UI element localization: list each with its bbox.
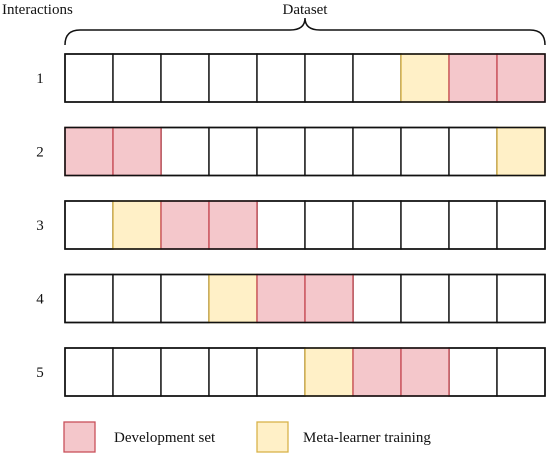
development-cell <box>448 53 498 103</box>
row-label: 1 <box>36 71 44 87</box>
development-swatch <box>63 421 96 453</box>
row-outline <box>64 273 546 324</box>
fold-row: 3 <box>36 200 546 250</box>
fold-cell <box>160 347 210 397</box>
development-cell <box>496 53 546 103</box>
interactions-header: Interactions <box>2 2 73 18</box>
meta-learner-cell <box>400 53 450 103</box>
fold-cell <box>256 200 306 250</box>
development-cell <box>304 273 354 324</box>
fold-cell <box>208 347 258 397</box>
fold-cell <box>208 126 258 177</box>
fold-cell <box>304 200 354 250</box>
fold-cell <box>352 126 402 177</box>
fold-cell <box>64 200 114 250</box>
fold-cell <box>64 273 114 324</box>
row-label: 3 <box>36 218 44 234</box>
fold-cell <box>64 53 114 103</box>
fold-cell <box>304 126 354 177</box>
development-cell <box>64 126 114 177</box>
meta-learner-cell <box>304 347 354 397</box>
fold-cell <box>256 53 306 103</box>
row-outline <box>64 53 546 103</box>
fold-cell <box>112 347 162 397</box>
fold-row: 1 <box>36 53 546 103</box>
fold-cell <box>160 53 210 103</box>
fold-cell <box>352 53 402 103</box>
fold-cell <box>256 347 306 397</box>
row-label: 2 <box>36 145 44 161</box>
legend: Development set Meta-learner training <box>63 421 431 453</box>
fold-cell <box>352 200 402 250</box>
fold-cell <box>448 126 498 177</box>
fold-cell <box>496 273 546 324</box>
row-outline <box>64 200 546 250</box>
fold-cell <box>496 200 546 250</box>
fold-row: 5 <box>36 347 546 397</box>
fold-cell <box>304 53 354 103</box>
development-cell <box>112 126 162 177</box>
meta-learner-cell <box>496 126 546 177</box>
development-cell <box>352 347 402 397</box>
meta-learner-swatch <box>256 421 289 453</box>
fold-cell <box>160 126 210 177</box>
fold-cell <box>112 273 162 324</box>
fold-cell <box>64 347 114 397</box>
row-label: 5 <box>36 365 44 381</box>
fold-row: 4 <box>36 273 546 324</box>
row-outline <box>64 347 546 397</box>
meta-learner-cell <box>112 200 162 250</box>
development-cell <box>208 200 258 250</box>
development-cell <box>400 347 450 397</box>
fold-cell <box>208 53 258 103</box>
dataset-header: Dataset <box>283 2 329 18</box>
fold-cell <box>400 273 450 324</box>
dataset-brace <box>64 17 546 46</box>
fold-cell <box>352 273 402 324</box>
fold-cell <box>400 126 450 177</box>
fold-cell <box>448 273 498 324</box>
legend-label: Meta-learner training <box>303 430 431 446</box>
row-outline <box>64 126 546 177</box>
row-label: 4 <box>36 292 44 308</box>
fold-cell <box>496 347 546 397</box>
development-cell <box>160 200 210 250</box>
development-cell <box>256 273 306 324</box>
fold-cell <box>448 347 498 397</box>
fold-cell <box>400 200 450 250</box>
fold-cell <box>112 53 162 103</box>
legend-label: Development set <box>114 430 216 446</box>
fold-cell <box>448 200 498 250</box>
fold-cell <box>160 273 210 324</box>
fold-cell <box>256 126 306 177</box>
fold-rows: 1 2 3 4 5 <box>36 53 546 397</box>
fold-row: 2 <box>36 126 546 177</box>
meta-learner-cell <box>208 273 258 324</box>
